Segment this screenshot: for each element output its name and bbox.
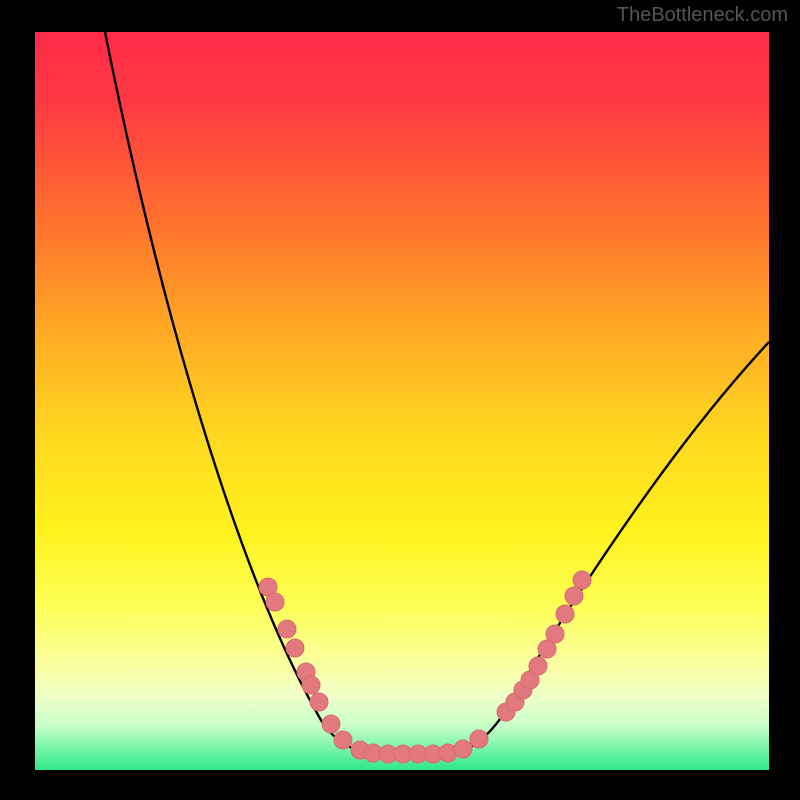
chart-curve-layer xyxy=(35,32,769,770)
data-marker xyxy=(573,571,591,589)
data-marker xyxy=(470,730,488,748)
data-marker xyxy=(556,605,574,623)
data-marker xyxy=(302,676,320,694)
data-marker xyxy=(454,740,472,758)
watermark-text: TheBottleneck.com xyxy=(617,4,788,27)
data-marker xyxy=(565,587,583,605)
chart-plot-area xyxy=(35,32,769,770)
data-marker xyxy=(529,657,547,675)
data-marker xyxy=(322,715,340,733)
bottleneck-curve xyxy=(105,32,769,752)
data-marker xyxy=(278,620,296,638)
data-marker xyxy=(546,625,564,643)
data-marker xyxy=(286,639,304,657)
data-marker xyxy=(266,593,284,611)
data-marker xyxy=(310,693,328,711)
marker-group xyxy=(259,571,591,763)
data-marker xyxy=(334,731,352,749)
